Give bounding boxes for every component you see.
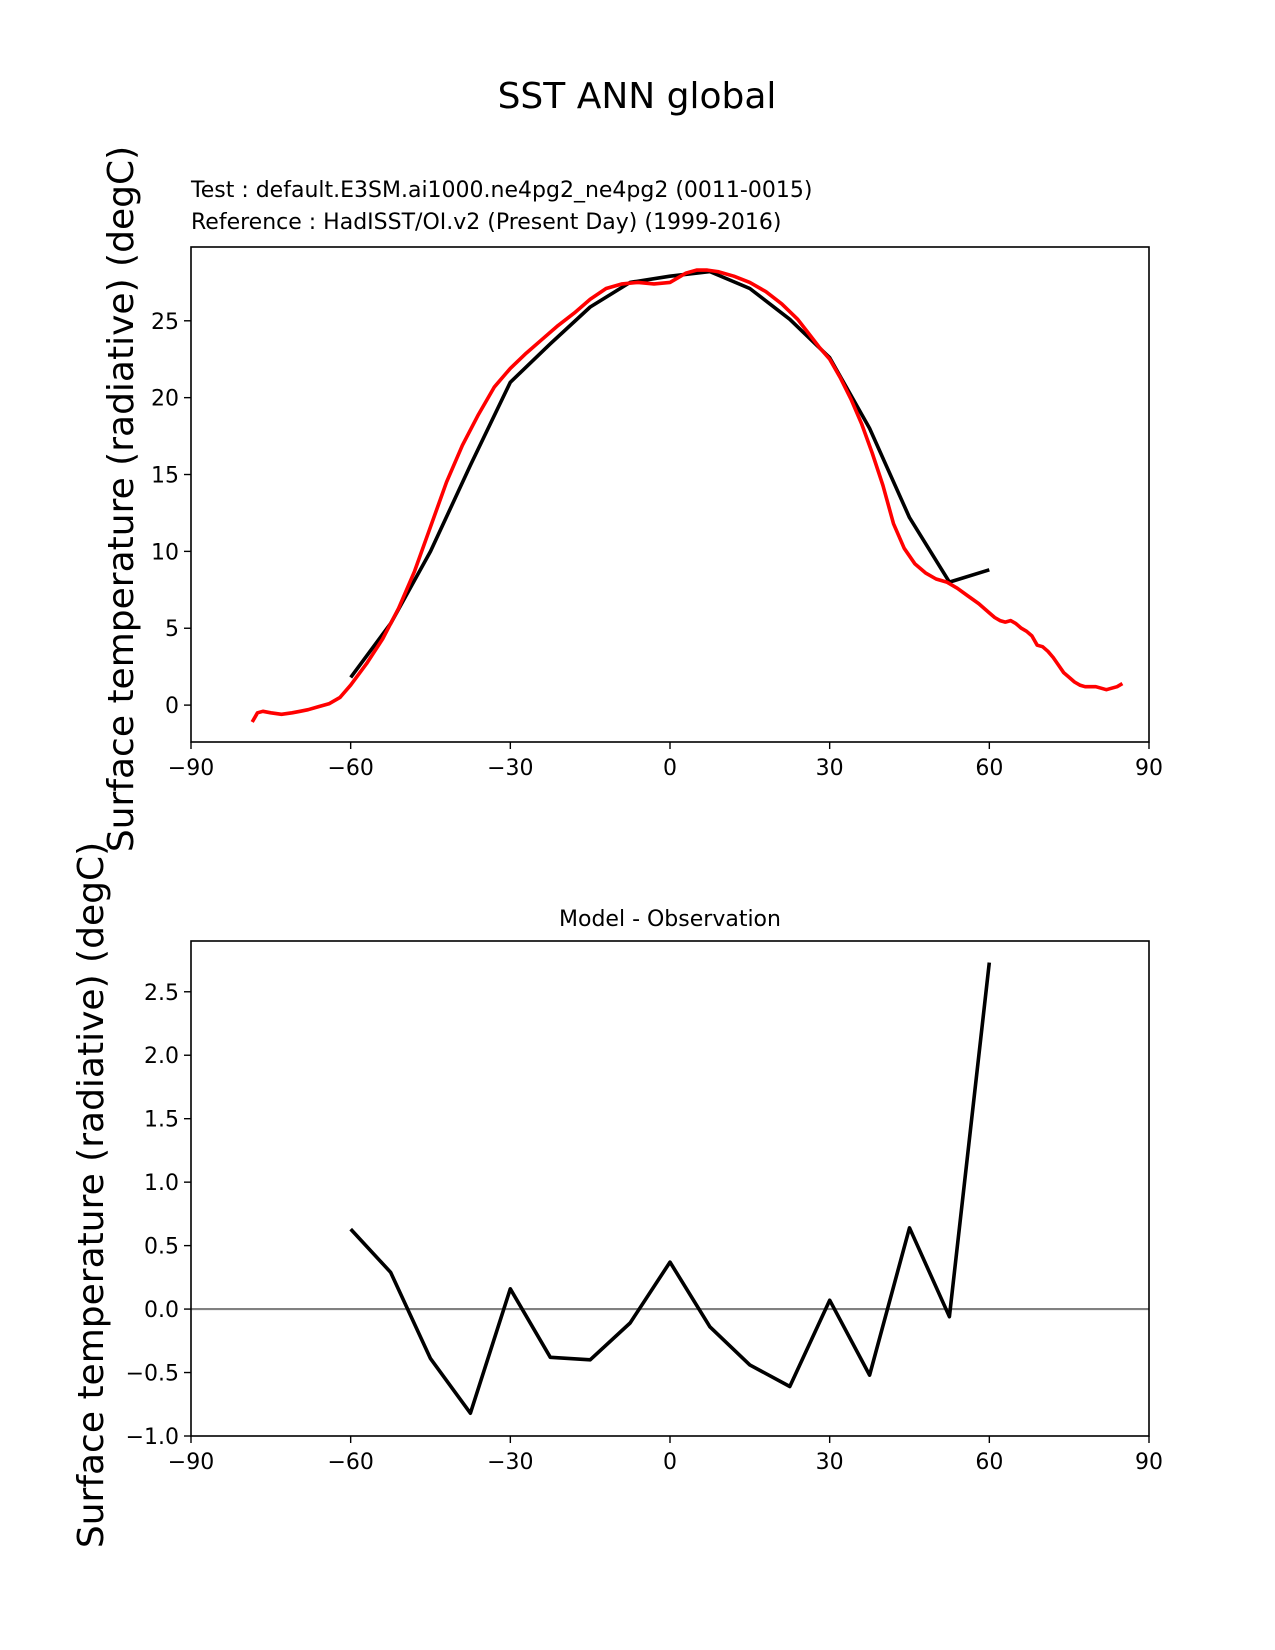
top-x-tick-label: 90 — [1135, 756, 1163, 781]
bottom-x-tick-label: −30 — [487, 1450, 533, 1475]
bottom-y-tick-label: 2.5 — [144, 981, 179, 1006]
top-x-tick-label: 0 — [663, 756, 677, 781]
top-y-tick-label: 5 — [165, 617, 179, 642]
bottom-x-tick-label: −60 — [327, 1450, 373, 1475]
top-series-0-line — [349, 269, 990, 679]
top-y-tick-label: 20 — [151, 387, 179, 412]
bottom-y-tick-label: 0.0 — [144, 1298, 179, 1323]
bottom-x-tick-label: −90 — [168, 1450, 214, 1475]
top-y-tick-label: 10 — [151, 540, 179, 565]
bottom-y-tick-label: 0.5 — [144, 1235, 179, 1260]
bottom-y-tick-label: −1.0 — [126, 1425, 179, 1450]
top-y-axis-label: Surface temperature (radiative) (degC) — [101, 146, 142, 852]
top-y-tick-label: 15 — [151, 464, 179, 489]
top-x-tick-label: −60 — [327, 756, 373, 781]
top-series-1-line — [250, 268, 1124, 723]
bottom-y-tick-label: 1.0 — [144, 1171, 179, 1196]
top-plot: −90 −60 −30 0 30 60 90 0 5 10 15 20 25 — [151, 246, 1163, 781]
figure-title: SST ANN global — [498, 76, 777, 117]
reference-label: Reference : HadISST/OI.v2 (Present Day) … — [191, 210, 781, 235]
bottom-y-tick-label: −0.5 — [126, 1362, 179, 1387]
bottom-plot: −90 −60 −30 0 30 60 90 −1.0 −0.5 0.0 0.5 1.0 1.5 2.0 2… — [126, 940, 1163, 1475]
top-x-tick-label: −30 — [487, 756, 533, 781]
bottom-series-0-line — [349, 962, 992, 1415]
top-y-tick-label: 0 — [165, 694, 179, 719]
bottom-x-tick-label: 0 — [663, 1450, 677, 1475]
bottom-x-tick-label: 30 — [816, 1450, 844, 1475]
bottom-x-tick-label: 90 — [1135, 1450, 1163, 1475]
bottom-y-axis-label: Surface temperature (radiative) (degC) — [71, 842, 112, 1548]
bottom-y-tick-label: 2.0 — [144, 1044, 179, 1069]
bottom-x-tick-label: 60 — [975, 1450, 1003, 1475]
top-y-tick-label: 25 — [151, 310, 179, 335]
top-x-tick-label: 60 — [975, 756, 1003, 781]
top-x-tick-label: −90 — [168, 756, 214, 781]
test-label: Test : default.E3SM.ai1000.ne4pg2_ne4pg2… — [190, 178, 812, 203]
top-axes-frame — [190, 246, 1150, 743]
bottom-axes-frame — [190, 940, 1150, 1437]
top-x-tick-label: 30 — [816, 756, 844, 781]
bottom-subplot-title: Model - Observation — [559, 907, 781, 932]
bottom-y-tick-label: 1.5 — [144, 1108, 179, 1133]
